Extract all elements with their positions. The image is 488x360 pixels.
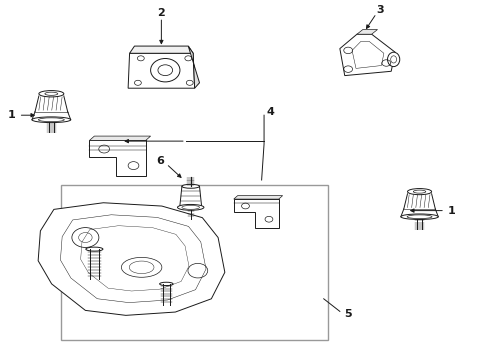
Polygon shape xyxy=(89,136,150,140)
Text: 2: 2 xyxy=(157,8,165,18)
Text: 4: 4 xyxy=(266,107,274,117)
Ellipse shape xyxy=(32,117,71,123)
Polygon shape xyxy=(129,46,193,53)
Polygon shape xyxy=(339,34,394,76)
Polygon shape xyxy=(233,199,278,228)
Polygon shape xyxy=(38,203,224,315)
Ellipse shape xyxy=(400,214,437,220)
Polygon shape xyxy=(233,195,282,199)
Text: 6: 6 xyxy=(156,156,164,166)
Ellipse shape xyxy=(177,204,203,210)
Text: 1: 1 xyxy=(8,110,16,120)
Ellipse shape xyxy=(159,282,173,285)
Ellipse shape xyxy=(86,247,102,251)
Bar xyxy=(61,185,327,340)
Ellipse shape xyxy=(182,184,199,188)
Text: 5: 5 xyxy=(343,309,351,319)
Ellipse shape xyxy=(39,91,64,97)
Polygon shape xyxy=(188,46,199,88)
Polygon shape xyxy=(89,140,145,176)
Text: 3: 3 xyxy=(376,5,384,15)
Text: 1: 1 xyxy=(447,206,455,216)
Polygon shape xyxy=(128,53,194,88)
Polygon shape xyxy=(356,30,377,34)
Ellipse shape xyxy=(386,52,399,67)
Ellipse shape xyxy=(407,189,431,195)
